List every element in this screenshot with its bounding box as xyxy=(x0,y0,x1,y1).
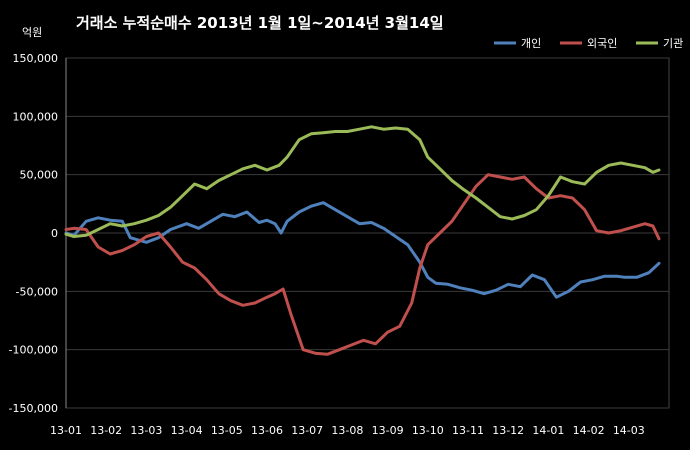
y-tick-label: -100,000 xyxy=(9,344,58,357)
series-line-foreign xyxy=(64,173,661,356)
x-tick-label: 13-11 xyxy=(452,424,484,437)
x-tick-label: 13-08 xyxy=(331,424,363,437)
legend-label-individual: 개인 xyxy=(521,37,541,50)
legend: 개인 외국인 기관 xyxy=(494,37,683,50)
x-tick-label: 13-05 xyxy=(211,424,243,437)
x-tick-label: 13-10 xyxy=(412,424,444,437)
chart-title: 거래소 누적순매수 2013년 1월 1일~2014년 3월14일 xyxy=(76,14,444,32)
series-line-individual xyxy=(64,201,661,299)
legend-label-institution: 기관 xyxy=(663,37,683,50)
y-tick-label: -50,000 xyxy=(16,285,58,298)
x-tick-label: 13-06 xyxy=(251,424,283,437)
x-tick-label: 13-01 xyxy=(50,424,82,437)
gridlines xyxy=(65,57,669,409)
x-tick-label: 14-01 xyxy=(532,424,564,437)
x-tick-label: 14-03 xyxy=(613,424,645,437)
x-tick-label: 13-07 xyxy=(291,424,323,437)
y-tick-label: -150,000 xyxy=(9,402,58,415)
series-lines xyxy=(64,125,661,356)
series-line-institution xyxy=(64,125,661,238)
x-tick-label: 13-09 xyxy=(372,424,404,437)
y-tick-label: 50,000 xyxy=(20,169,59,182)
y-tick-label: 150,000 xyxy=(13,52,59,65)
y-axis-unit-label: 억원 xyxy=(22,26,42,39)
y-tick-label: 0 xyxy=(51,227,58,240)
x-axis-ticks: 13-01 13-02 13-03 13-04 13-05 13-06 13-07 13-08… xyxy=(50,424,645,437)
x-tick-label: 13-03 xyxy=(130,424,162,437)
y-tick-label: 100,000 xyxy=(13,110,59,123)
x-tick-label: 13-12 xyxy=(492,424,524,437)
legend-label-foreign: 외국인 xyxy=(587,37,617,50)
x-tick-label: 13-02 xyxy=(90,424,122,437)
y-axis-ticks: 150,000 100,000 50,000 0 -50,000 -100,000 -150… xyxy=(9,52,58,415)
x-tick-label: 13-04 xyxy=(171,424,203,437)
x-tick-label: 14-02 xyxy=(573,424,605,437)
